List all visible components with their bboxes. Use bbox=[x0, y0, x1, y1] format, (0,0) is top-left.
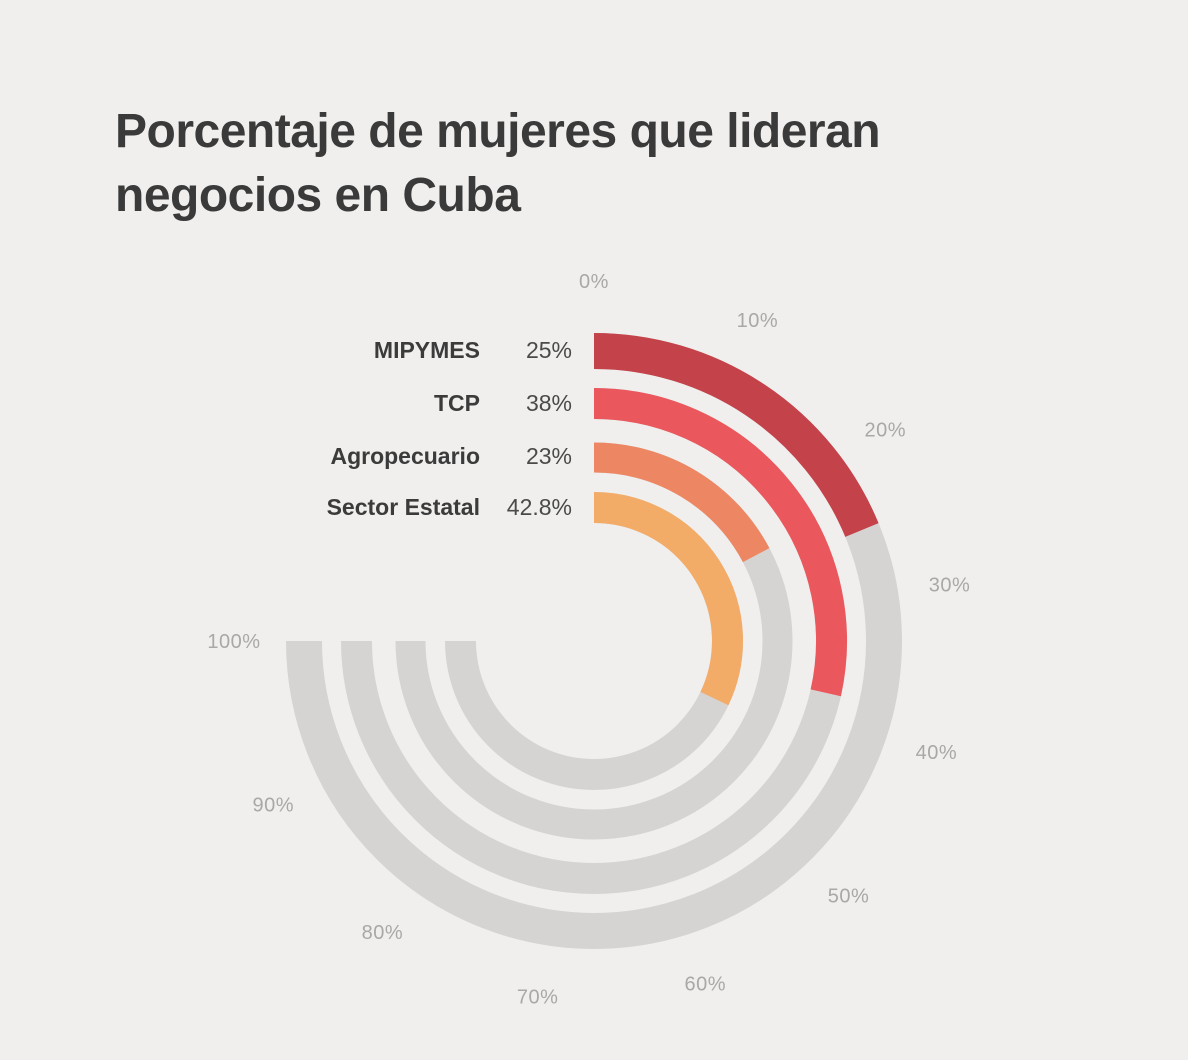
legend-label-mipymes: MIPYMES bbox=[373, 337, 480, 363]
page-title-line-2: negocios en Cuba bbox=[115, 169, 521, 223]
ring-arc-sector-estatal bbox=[593, 492, 743, 706]
legend-row-tcp: TCP 38% bbox=[120, 390, 572, 417]
legend-row-mipymes: MIPYMES 25% bbox=[120, 337, 572, 364]
axis-tick-label-40: 40% bbox=[916, 742, 958, 764]
ring-arc-tcp bbox=[593, 388, 847, 697]
axis-tick-label-30: 30% bbox=[929, 575, 971, 597]
legend-row-sector-estatal: Sector Estatal 42.8% bbox=[120, 494, 572, 521]
axis-tick-label-100: 100% bbox=[207, 631, 260, 653]
ring-arc-mipymes bbox=[593, 333, 879, 537]
legend-label-tcp: TCP bbox=[434, 390, 480, 416]
axis-tick-label-10: 10% bbox=[737, 310, 779, 332]
legend-value-tcp: 38% bbox=[525, 390, 572, 416]
legend-label-agropecuario: Agropecuario bbox=[330, 443, 480, 469]
axis-tick-label-80: 80% bbox=[362, 922, 404, 944]
legend-label-sector-estatal: Sector Estatal bbox=[326, 494, 480, 520]
axis-tick-label-70: 70% bbox=[517, 987, 559, 1009]
legend-row-agropecuario: Agropecuario 23% bbox=[120, 443, 572, 470]
axis-tick-label-90: 90% bbox=[252, 794, 294, 816]
legend-value-sector-estatal: 42.8% bbox=[506, 494, 572, 520]
axis-tick-label-60: 60% bbox=[684, 973, 726, 995]
legend-value-agropecuario: 23% bbox=[525, 443, 572, 469]
legend-value-mipymes: 25% bbox=[525, 337, 572, 363]
ring-arc-agropecuario bbox=[593, 442, 770, 563]
page-title-line-1: Porcentaje de mujeres que lideran bbox=[115, 105, 881, 159]
axis-tick-label-0: 0% bbox=[579, 271, 609, 293]
axis-tick-label-50: 50% bbox=[828, 886, 870, 908]
page-title: Porcentaje de mujeres que lideran negoci… bbox=[115, 100, 1075, 228]
axis-tick-label-20: 20% bbox=[864, 419, 906, 441]
